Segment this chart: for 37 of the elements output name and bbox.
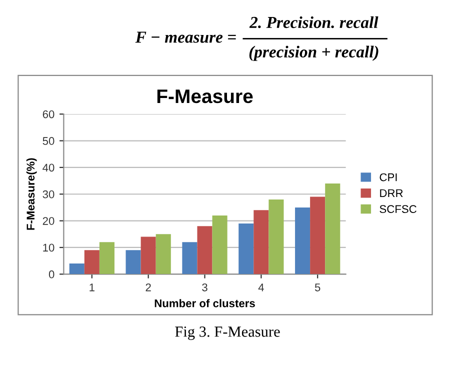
x-axis-title: Number of clusters xyxy=(154,299,255,308)
bar xyxy=(156,234,171,274)
bar xyxy=(140,236,156,274)
bar xyxy=(197,226,212,274)
bar xyxy=(310,196,326,274)
chart-title: F-Measure xyxy=(157,90,253,104)
y-tick-label: 0 xyxy=(48,270,54,278)
bar xyxy=(254,210,269,274)
legend-label: SCFSC xyxy=(380,205,416,214)
bar xyxy=(99,242,114,274)
x-tick-label: 3 xyxy=(202,283,208,292)
bar xyxy=(126,250,141,274)
bar xyxy=(325,183,340,274)
y-tick-label: 20 xyxy=(42,217,54,225)
y-tick-label: 40 xyxy=(42,164,54,172)
bar xyxy=(84,250,100,274)
bar xyxy=(238,223,254,274)
text: 2. Precision. recall xyxy=(249,16,378,28)
x-tick-label: 4 xyxy=(258,284,264,292)
y-tick-label: 10 xyxy=(43,244,54,252)
legend-label: CPI xyxy=(380,173,397,182)
bar xyxy=(295,207,310,274)
legend-label: DRR xyxy=(380,189,403,197)
x-tick-label: 2 xyxy=(146,283,151,292)
text: (precision + recall) xyxy=(249,46,378,61)
x-tick-label: 1 xyxy=(90,284,94,292)
caption: Fig 3. F-Measure xyxy=(175,326,280,340)
bar xyxy=(212,215,228,274)
text: F − measure = xyxy=(135,32,236,43)
y-tick-label: 50 xyxy=(42,137,54,145)
y-tick-label: 30 xyxy=(42,190,54,198)
bar xyxy=(268,199,284,274)
y-tick-label: 60 xyxy=(42,110,54,118)
y-axis-title: F-Measure(%) xyxy=(26,158,37,230)
x-tick-label: 5 xyxy=(314,284,320,292)
bar xyxy=(182,242,198,274)
bar xyxy=(69,263,84,274)
